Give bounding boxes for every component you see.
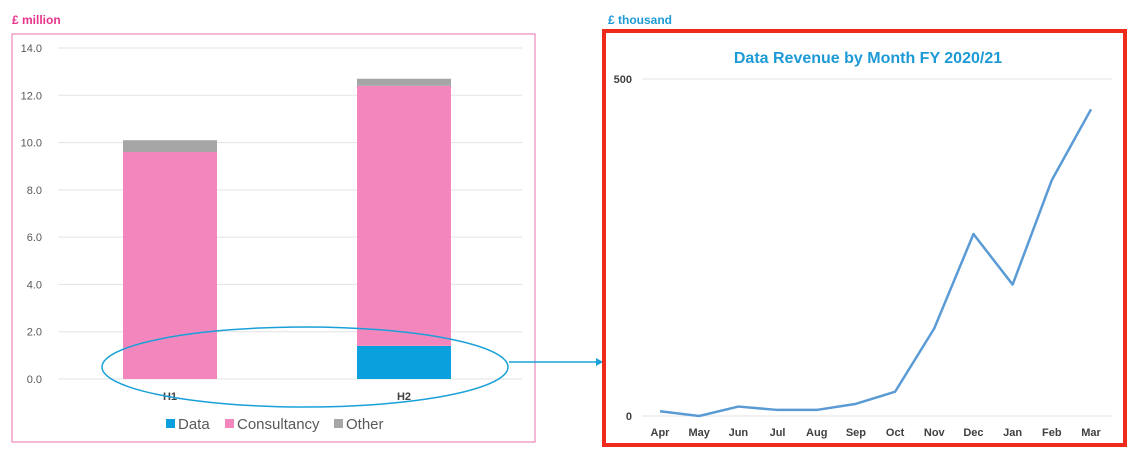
right-x-tick-label: Jan xyxy=(1003,427,1022,439)
right-x-tick-label: Apr xyxy=(651,427,671,439)
right-chart-title: Data Revenue by Month FY 2020/21 xyxy=(734,50,1002,67)
right-x-tick-label: Jun xyxy=(729,427,749,439)
legend-swatch-other xyxy=(334,419,343,428)
right-x-tick-label: Mar xyxy=(1081,427,1101,439)
revenue-series-line xyxy=(659,108,1093,418)
left-y-tick-label: 4.0 xyxy=(27,279,42,291)
left-y-tick-label: 12.0 xyxy=(21,90,42,102)
left-stacked-bars xyxy=(123,78,451,379)
right-x-tick-label: Jul xyxy=(770,427,786,439)
right-x-tick-label: Oct xyxy=(886,427,905,439)
legend-swatch-data xyxy=(166,419,175,428)
bar-segment-other-h1 xyxy=(123,140,217,153)
right-y-tick-label: 500 xyxy=(614,74,632,86)
right-y-axis-ticks: 500 0 xyxy=(614,74,632,423)
right-revenue-line xyxy=(659,108,1093,418)
left-y-tick-label: 8.0 xyxy=(27,185,42,197)
left-x-tick-label: H2 xyxy=(397,391,411,403)
left-unit-label: £ million xyxy=(12,13,61,27)
right-x-tick-label: Feb xyxy=(1042,427,1062,439)
legend-swatch-consultancy xyxy=(225,419,234,428)
left-y-tick-label: 10.0 xyxy=(21,138,42,150)
left-y-tick-label: 6.0 xyxy=(27,232,42,244)
bar-segment-other-h2 xyxy=(357,78,451,86)
right-x-tick-label: May xyxy=(688,427,710,439)
right-chart-frame xyxy=(602,29,1127,447)
right-x-tick-label: Dec xyxy=(963,427,983,439)
bar-segment-consultancy-h2 xyxy=(357,85,451,346)
left-y-tick-label: 2.0 xyxy=(27,327,42,339)
left-legend: Data Consultancy Other xyxy=(166,416,384,433)
highlight-ellipse xyxy=(101,326,509,408)
right-x-axis-ticks: Apr May Jun Jul Aug Sep Oct Nov Dec Jan Feb Mar xyxy=(651,427,1102,439)
left-chart-frame xyxy=(11,33,536,443)
right-gridlines xyxy=(642,78,1112,417)
right-x-tick-label: Sep xyxy=(846,427,866,439)
legend-label-data: Data xyxy=(178,416,210,433)
right-unit-label: £ thousand xyxy=(608,13,672,27)
bar-segment-consultancy-h1 xyxy=(123,152,217,379)
legend-label-other: Other xyxy=(346,416,384,433)
right-x-tick-label: Aug xyxy=(806,427,827,439)
legend-label-consultancy: Consultancy xyxy=(237,416,320,433)
left-y-axis-ticks: 14.0 12.0 10.0 8.0 6.0 4.0 2.0 0.0 xyxy=(21,43,42,386)
left-y-tick-label: 14.0 xyxy=(21,43,42,55)
left-y-tick-label: 0.0 xyxy=(27,374,42,386)
right-y-tick-label: 0 xyxy=(626,411,632,423)
bar-segment-data-h2 xyxy=(357,345,451,379)
right-x-tick-label: Nov xyxy=(924,427,946,439)
